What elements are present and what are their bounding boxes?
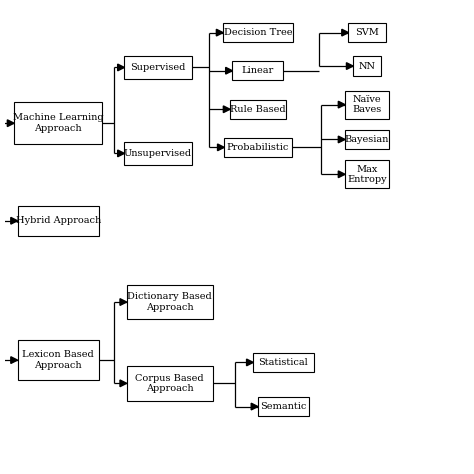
FancyBboxPatch shape (230, 100, 286, 119)
Text: Decision Tree: Decision Tree (224, 28, 292, 37)
Text: Supervised: Supervised (130, 63, 186, 72)
FancyBboxPatch shape (345, 91, 389, 118)
Polygon shape (338, 171, 345, 178)
FancyBboxPatch shape (353, 56, 381, 76)
Polygon shape (120, 380, 127, 387)
Polygon shape (11, 218, 18, 224)
Polygon shape (216, 29, 223, 36)
Text: Statistical: Statistical (259, 358, 308, 367)
FancyBboxPatch shape (258, 397, 309, 416)
Polygon shape (7, 120, 14, 127)
Text: Bayesian: Bayesian (345, 135, 389, 144)
Polygon shape (251, 403, 258, 410)
FancyBboxPatch shape (14, 102, 102, 144)
Text: Semantic: Semantic (260, 402, 307, 411)
FancyBboxPatch shape (224, 137, 292, 157)
Polygon shape (118, 150, 124, 157)
Text: Hybrid Approach: Hybrid Approach (16, 216, 101, 225)
FancyBboxPatch shape (223, 23, 293, 42)
FancyBboxPatch shape (18, 206, 99, 236)
Polygon shape (11, 357, 18, 364)
FancyBboxPatch shape (127, 284, 213, 319)
Polygon shape (338, 136, 345, 143)
FancyBboxPatch shape (232, 61, 283, 81)
Text: Probabilistic: Probabilistic (227, 143, 289, 152)
FancyBboxPatch shape (345, 160, 389, 188)
FancyBboxPatch shape (18, 340, 99, 380)
Text: Unsupervised: Unsupervised (124, 149, 192, 158)
Text: Linear: Linear (242, 66, 274, 75)
Polygon shape (342, 29, 348, 36)
Text: NN: NN (358, 62, 375, 71)
Polygon shape (338, 101, 345, 108)
FancyBboxPatch shape (253, 353, 314, 372)
Polygon shape (218, 144, 224, 151)
Polygon shape (226, 67, 232, 74)
Polygon shape (223, 106, 230, 113)
FancyBboxPatch shape (127, 366, 213, 401)
FancyBboxPatch shape (124, 56, 191, 79)
Text: Naïve
Baves: Naïve Baves (353, 95, 382, 114)
Text: Lexicon Based
Approach: Lexicon Based Approach (22, 350, 94, 370)
FancyBboxPatch shape (348, 23, 386, 42)
Text: Corpus Based
Approach: Corpus Based Approach (136, 374, 204, 393)
Text: SVM: SVM (355, 28, 379, 37)
Text: Dictionary Based
Approach: Dictionary Based Approach (128, 292, 212, 312)
Polygon shape (246, 359, 253, 366)
FancyBboxPatch shape (124, 142, 191, 165)
FancyBboxPatch shape (345, 130, 389, 149)
Polygon shape (120, 299, 127, 305)
Polygon shape (118, 64, 124, 71)
Text: Max
Entropy: Max Entropy (347, 164, 387, 184)
Text: Machine Learning
Approach: Machine Learning Approach (13, 113, 103, 133)
Text: Rule Based: Rule Based (230, 105, 286, 114)
Polygon shape (346, 63, 353, 69)
